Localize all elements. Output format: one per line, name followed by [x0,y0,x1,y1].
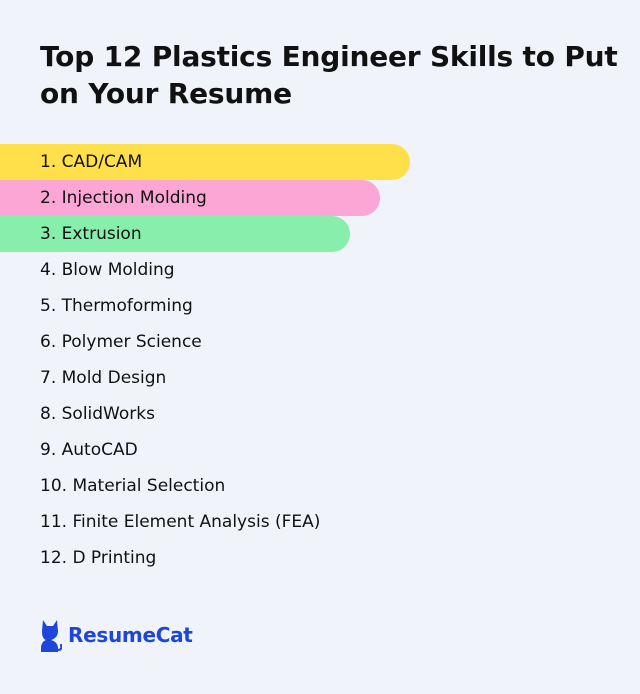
brand-name: ResumeCat [68,623,193,647]
skill-item-mold-design: 7. Mold Design [40,368,167,388]
skill-item-3d-printing: 12. D Printing [40,548,157,568]
skill-item-polymer-science: 6. Polymer Science [40,332,202,352]
skill-item-autocad: 9. AutoCAD [40,440,138,460]
page-title: Top 12 Plastics Engineer Skills to Put o… [40,40,618,110]
skill-item-fea: 11. Finite Element Analysis (FEA) [40,512,321,532]
skill-item-injection-molding: 2. Injection Molding [0,180,380,216]
cat-icon [41,620,62,652]
skill-item-cad-cam: 1. CAD/CAM [0,144,410,180]
skills-list: 1. CAD/CAM 2. Injection Molding 3. Extru… [0,144,640,576]
skill-item-blow-molding: 4. Blow Molding [40,260,175,280]
skill-item-material-selection: 10. Material Selection [40,476,226,496]
skill-item-thermoforming: 5. Thermoforming [40,296,193,316]
skill-item-extrusion: 3. Extrusion [0,216,350,252]
brand-logo: ResumeCat [38,616,193,654]
skill-item-solidworks: 8. SolidWorks [40,404,155,424]
